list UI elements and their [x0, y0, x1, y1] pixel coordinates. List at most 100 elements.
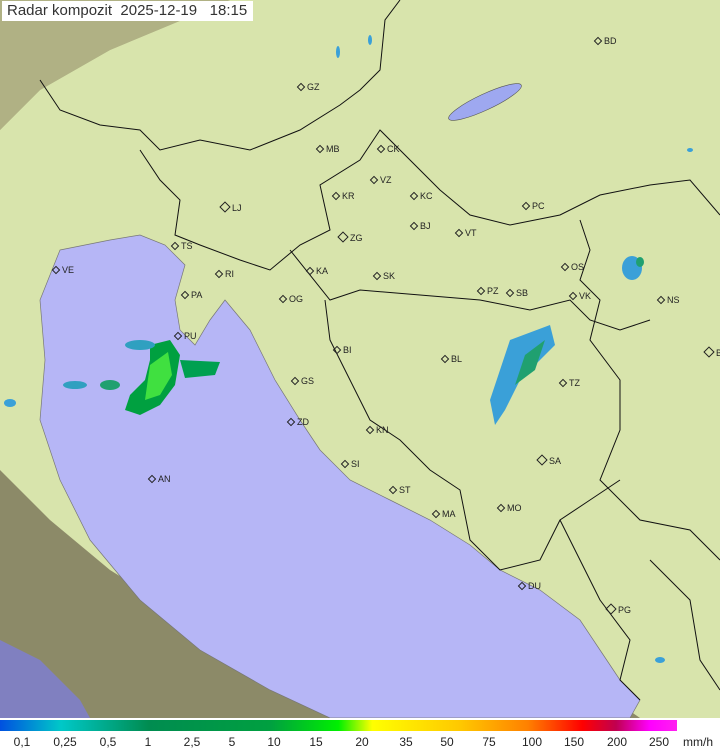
city-label: RI [225, 269, 234, 279]
city-marker-bi: BI [332, 345, 352, 355]
city-dot-icon [365, 425, 375, 435]
city-dot-icon [517, 581, 527, 591]
city-marker-ve: VE [51, 265, 75, 275]
city-marker-bg: BG [703, 346, 720, 358]
city-marker-ri: RI [214, 269, 234, 279]
city-label: VE [62, 265, 75, 275]
radar-map[interactable] [0, 0, 720, 718]
city-dot-icon [536, 454, 548, 466]
city-label: VT [465, 228, 477, 238]
city-marker-pc: PC [521, 201, 545, 211]
city-marker-lj: LJ [219, 201, 242, 213]
city-label: NS [667, 295, 680, 305]
city-marker-vk: VK [568, 291, 591, 301]
legend-tick-label: 0,5 [99, 735, 117, 749]
city-dot-icon [315, 144, 325, 154]
city-marker-ns: NS [656, 295, 680, 305]
city-label: DU [528, 581, 541, 591]
city-marker-vt: VT [454, 228, 477, 238]
city-marker-os: OS [560, 262, 585, 272]
city-dot-icon [431, 509, 441, 519]
city-marker-bl: BL [440, 354, 463, 364]
city-dot-icon [568, 291, 578, 301]
city-dot-icon [147, 474, 157, 484]
city-label: AN [158, 474, 171, 484]
city-dot-icon [409, 191, 419, 201]
city-label: BI [343, 345, 352, 355]
legend-tick-label: 75 [482, 735, 496, 749]
title-label: Radar kompozit [7, 2, 113, 19]
city-dot-icon [496, 503, 506, 513]
city-label: BL [451, 354, 463, 364]
city-dot-icon [605, 603, 617, 615]
city-label: OS [571, 262, 585, 272]
city-label: MA [442, 509, 456, 519]
city-dot-icon [372, 271, 382, 281]
city-label: PU [184, 331, 197, 341]
city-label: ZG [350, 233, 363, 243]
city-dot-icon [214, 269, 224, 279]
city-dot-icon [296, 82, 306, 92]
city-label: KA [316, 266, 329, 276]
city-label: PC [532, 201, 545, 211]
legend-color-scale [0, 720, 677, 731]
legend-tick-label: 1 [144, 735, 152, 749]
city-dot-icon [51, 265, 61, 275]
city-dot-icon [219, 201, 231, 213]
city-marker-pg: PG [605, 603, 631, 615]
city-dot-icon [703, 346, 715, 358]
legend-tick-label: 0,25 [53, 735, 77, 749]
title-time: 18:15 [209, 2, 248, 19]
legend-tick-label: 35 [399, 735, 413, 749]
city-marker-pa: PA [180, 290, 202, 300]
city-dot-icon [454, 228, 464, 238]
city-label: ST [399, 485, 411, 495]
city-dot-icon [521, 201, 531, 211]
city-label: KR [342, 191, 355, 201]
city-marker-og: OG [278, 294, 303, 304]
bottom-left-sea [0, 640, 90, 718]
radar-echoes [4, 35, 693, 663]
city-marker-bj: BJ [409, 221, 431, 231]
city-dot-icon [337, 231, 349, 243]
city-label: GS [301, 376, 315, 386]
city-marker-zd: ZD [286, 417, 309, 427]
city-dot-icon [170, 241, 180, 251]
city-dot-icon [173, 331, 183, 341]
city-dot-icon [593, 36, 603, 46]
legend-tick-label: 100 [521, 735, 543, 749]
map-title: Radar kompozit 2025-12-19 18:15 [2, 1, 254, 21]
city-label: TZ [569, 378, 580, 388]
city-dot-icon [180, 290, 190, 300]
city-label: SB [516, 288, 529, 298]
city-dot-icon [332, 345, 342, 355]
city-label: TS [181, 241, 193, 251]
city-marker-kc: KC [409, 191, 433, 201]
adriatic-sea [39, 234, 641, 718]
legend-tick-label: 10 [267, 735, 281, 749]
city-label: KN [376, 425, 389, 435]
city-marker-mo: MO [496, 503, 522, 513]
city-label: KC [420, 191, 433, 201]
legend-tick-label: 5 [228, 735, 236, 749]
city-label: SI [351, 459, 360, 469]
title-date: 2025-12-19 [120, 2, 198, 19]
city-marker-ts: TS [170, 241, 193, 251]
legend-tick-label: 50 [440, 735, 454, 749]
city-dot-icon [286, 417, 296, 427]
legend-tick-label: 20 [355, 735, 369, 749]
city-marker-st: ST [388, 485, 411, 495]
legend-tick-label: 250 [648, 735, 670, 749]
city-marker-tz: TZ [558, 378, 580, 388]
city-label: BD [604, 36, 617, 46]
city-dot-icon [476, 286, 486, 296]
city-label: GZ [307, 82, 320, 92]
city-marker-du: DU [517, 581, 541, 591]
city-dot-icon [331, 191, 341, 201]
city-dot-icon [560, 262, 570, 272]
city-label: BJ [420, 221, 431, 231]
city-label: MB [326, 144, 340, 154]
lake-balaton [448, 83, 522, 121]
legend-tick-label: 2,5 [183, 735, 201, 749]
city-label: VZ [380, 175, 392, 185]
